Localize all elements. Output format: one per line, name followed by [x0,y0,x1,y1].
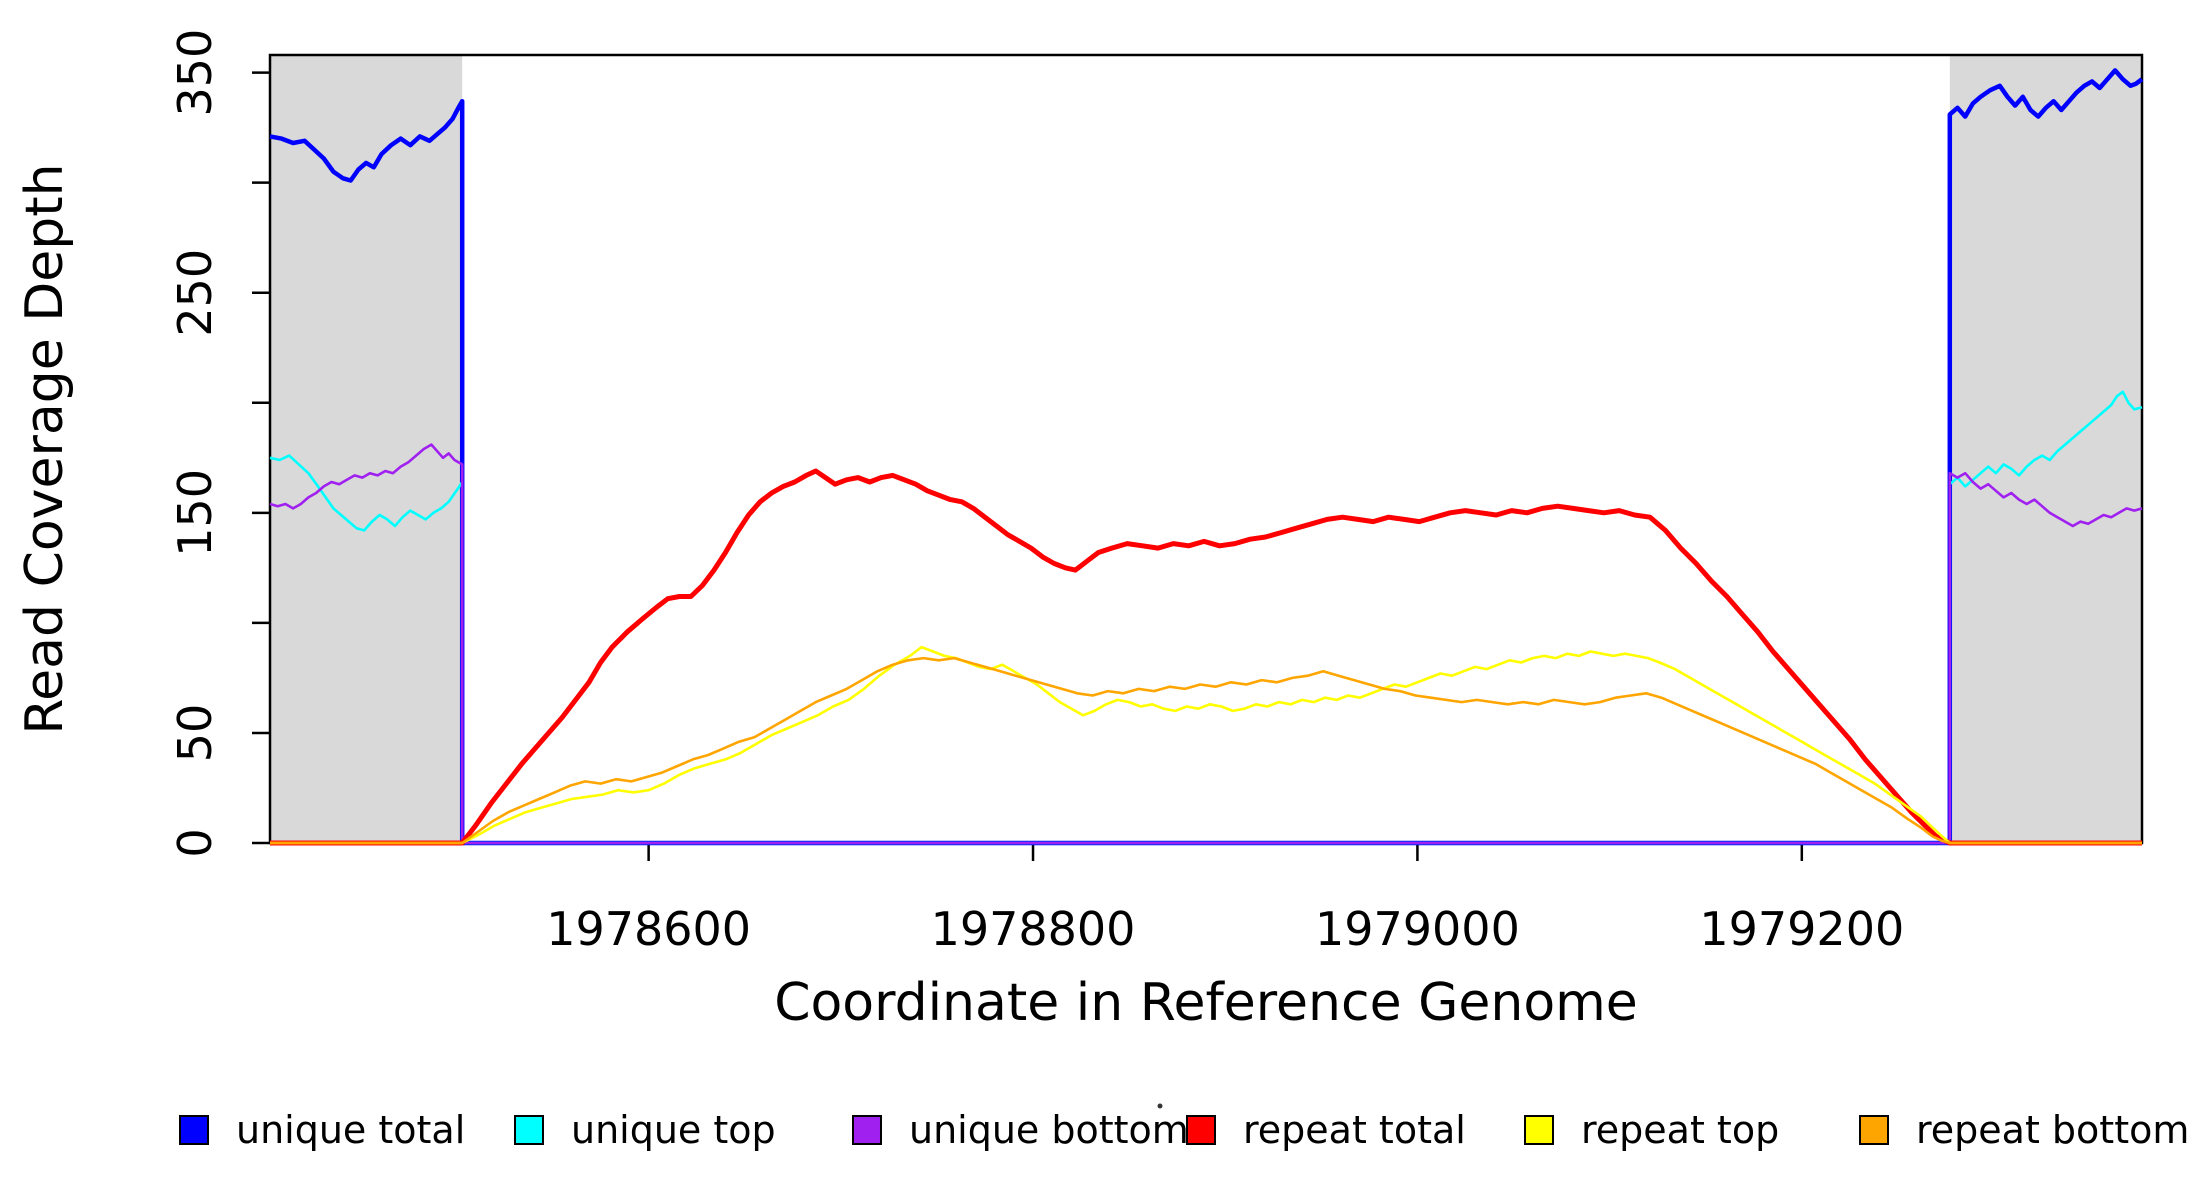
y-tick-label: 350 [168,29,222,117]
series-repeat-bottom [270,656,2142,845]
y-axis: 0 50 150 250 350 [168,29,270,858]
legend: unique total unique top unique bottom repea… [179,1108,2189,1152]
legend-label: repeat top [1581,1108,1779,1152]
legend-item-repeat-bottom: repeat bottom [1859,1108,2189,1152]
plot-border [268,53,2144,845]
x-axis-title: Coordinate in Reference Genome [774,973,1638,1033]
legend-swatch [1186,1115,1216,1145]
legend-label: unique total [236,1108,465,1152]
legend-item-unique-top: unique top [514,1108,776,1152]
y-tick-label: 150 [168,469,222,557]
stray-dot [1157,1103,1163,1109]
legend-item-repeat-total: repeat total [1186,1108,1466,1152]
legend-swatch [514,1115,544,1145]
x-tick-label: 1978800 [931,902,1136,956]
legend-swatch [179,1115,209,1145]
series-repeat-total [270,468,2142,846]
series-repeat-top [270,645,2142,845]
right-flank-unique-region [1949,55,2142,843]
x-tick-label: 1979000 [1315,902,1520,956]
y-tick-label: 250 [168,249,222,337]
x-axis: 1978600 1978800 1979000 1979200 [546,843,1904,956]
legend-item-unique-total: unique total [179,1108,465,1152]
plot-box [268,53,2144,845]
shaded-regions [270,55,2142,843]
legend-swatch [1859,1115,1889,1145]
series-unique-total [269,68,2144,846]
legend-label: repeat bottom [1916,1108,2189,1152]
x-tick-label: 1979200 [1699,902,1904,956]
legend-swatch [1524,1115,1554,1145]
x-tick-label: 1978600 [546,902,751,956]
y-tick-label: 50 [168,704,222,763]
data-series [269,68,2144,846]
left-flank-unique-region [270,55,463,843]
series-unique-bottom [269,443,2143,845]
legend-label: unique top [571,1108,776,1152]
legend-item-repeat-top: repeat top [1524,1108,1779,1152]
y-axis-title: Read Coverage Depth [15,163,75,734]
legend-swatch [852,1115,882,1145]
legend-label: repeat total [1243,1108,1466,1152]
legend-label: unique bottom [909,1108,1189,1152]
legend-item-unique-bottom: unique bottom [852,1108,1189,1152]
y-tick-label: 0 [168,828,222,857]
